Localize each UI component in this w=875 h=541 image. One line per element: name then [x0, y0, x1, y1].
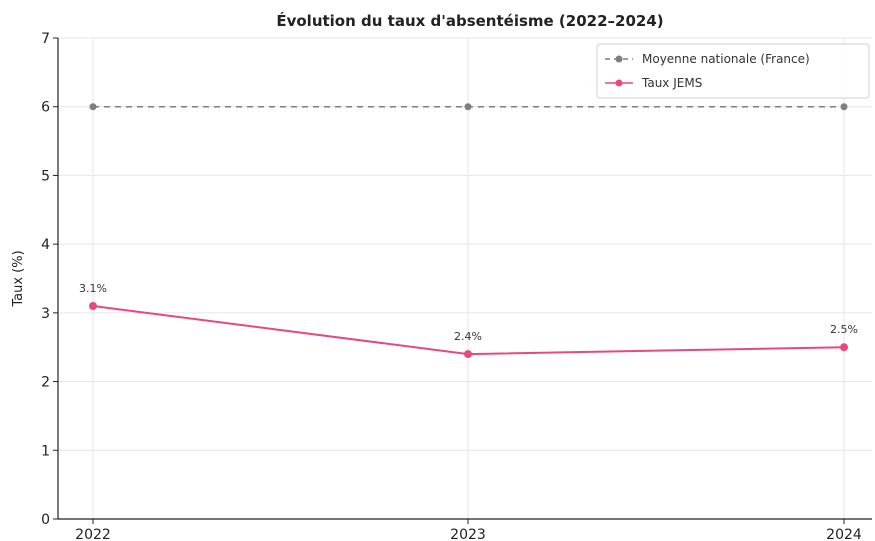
x-tick-label: 2024 [826, 527, 862, 541]
legend-marker [615, 79, 623, 87]
y-tick-label: 1 [41, 443, 50, 459]
y-axis-label: Taux (%) [11, 250, 26, 307]
legend-label: Taux JEMS [641, 76, 702, 90]
data-label: 2.5% [830, 323, 858, 336]
x-tick-label: 2022 [75, 527, 111, 541]
x-tick-label: 2023 [450, 527, 486, 541]
data-point [840, 343, 848, 352]
data-point [840, 103, 848, 111]
series-group: 3.1% 2.4% 2.5% [79, 103, 858, 359]
y-tick-label: 7 [41, 31, 50, 47]
y-tick-label: 6 [41, 100, 50, 116]
data-point [89, 301, 97, 310]
data-label: 2.4% [454, 330, 482, 343]
axes [53, 37, 872, 524]
data-point [89, 103, 97, 111]
data-label: 3.1% [79, 282, 107, 295]
grid [58, 37, 872, 520]
data-point [464, 103, 472, 111]
x-tick-labels: 2022 2023 2024 [75, 527, 862, 541]
y-tick-label: 5 [41, 168, 50, 184]
legend-label: Moyenne nationale (France) [642, 52, 810, 66]
y-tick-label: 3 [41, 306, 50, 322]
chart-title: Évolution du taux d'absentéisme (2022–20… [276, 11, 663, 30]
y-tick-label: 0 [41, 512, 50, 528]
data-point [464, 350, 472, 359]
legend: Moyenne nationale (France) Taux JEMS [596, 43, 870, 99]
y-tick-label: 2 [41, 375, 50, 391]
legend-box [596, 43, 870, 99]
legend-marker [615, 55, 623, 63]
y-tick-label: 4 [41, 237, 50, 253]
y-tick-labels: 0 1 2 3 4 5 6 7 [41, 31, 50, 528]
